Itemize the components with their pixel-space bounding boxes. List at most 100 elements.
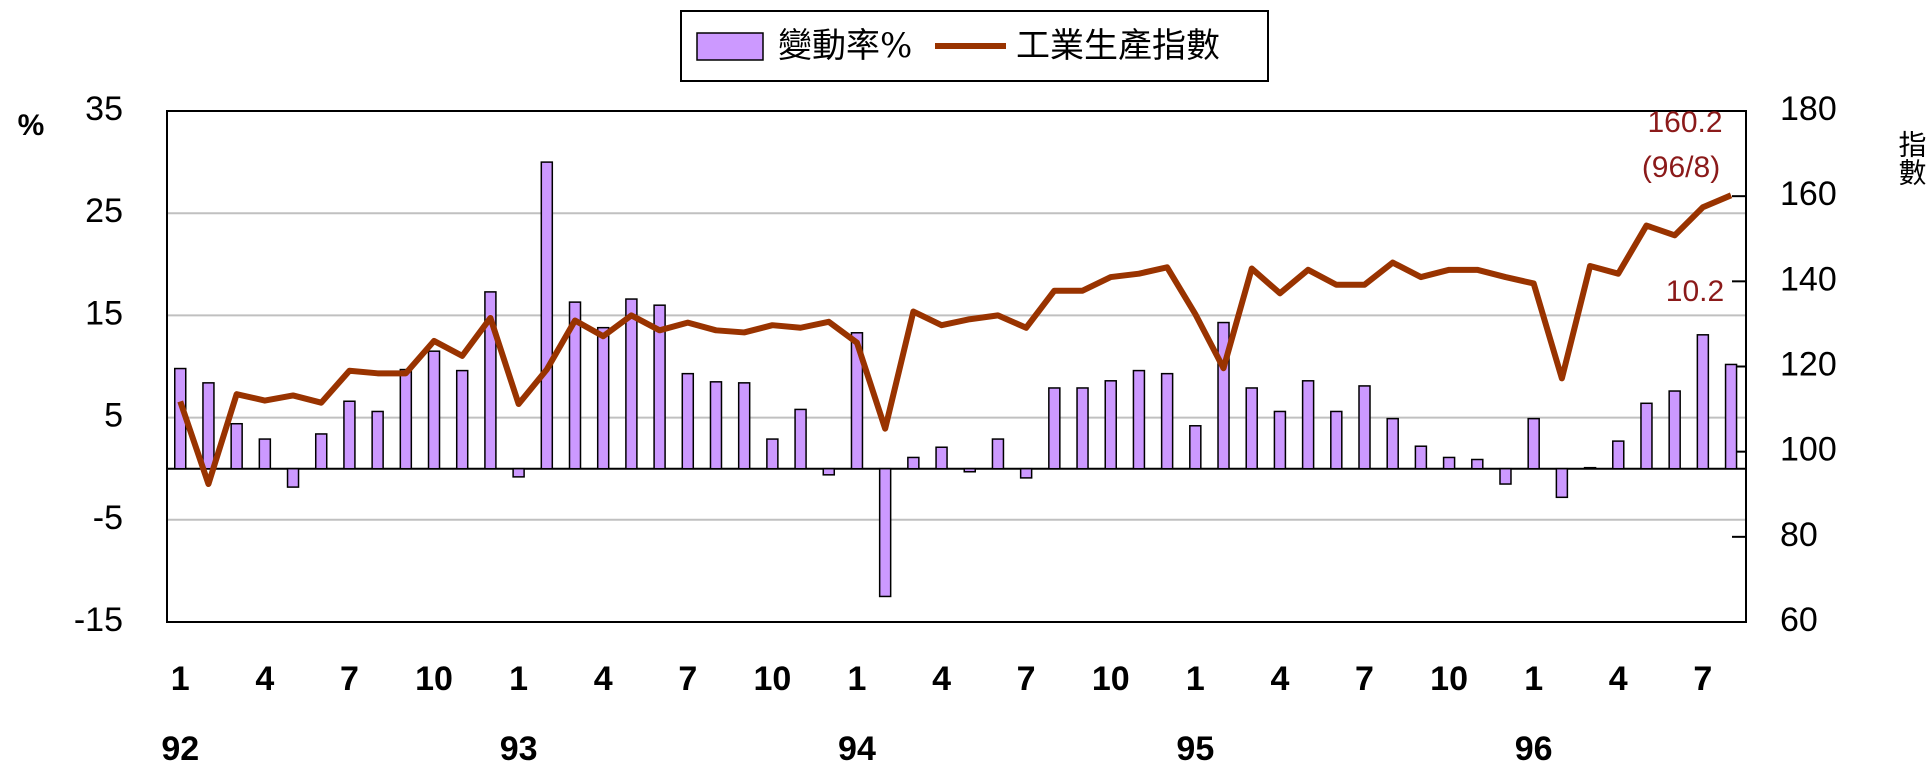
bar — [653, 304, 666, 470]
bar — [512, 467, 525, 478]
year-label: 92 — [161, 730, 199, 766]
line — [177, 192, 1733, 488]
bar — [455, 369, 469, 470]
legend-label: 變動率% — [778, 26, 912, 66]
bar — [1358, 385, 1371, 470]
y2-tick-label: 80 — [1780, 516, 1818, 554]
bar — [737, 382, 751, 470]
legend-label: 工業生產指數 — [1016, 26, 1220, 66]
year-label: 93 — [500, 730, 538, 766]
year-label: 96 — [1515, 730, 1553, 766]
bar — [794, 408, 807, 470]
x-tick-label: 7 — [678, 660, 697, 698]
x-tick-label: 7 — [1693, 660, 1712, 698]
x-tick-label: 1 — [171, 660, 190, 698]
x-tick-label: 4 — [255, 660, 274, 698]
x-tick-label: 1 — [848, 660, 867, 698]
bar — [1104, 380, 1117, 470]
y-tick-label: 25 — [85, 192, 123, 230]
bar — [1217, 321, 1230, 470]
bar — [230, 422, 243, 470]
bar — [202, 382, 215, 470]
bar — [427, 350, 441, 470]
x-tick-label: 4 — [932, 660, 951, 698]
bar — [343, 400, 356, 470]
plot-frame — [166, 110, 1747, 623]
bar — [1499, 467, 1512, 485]
bar — [850, 332, 864, 470]
bar — [1724, 363, 1738, 470]
x-tick-label: 7 — [1355, 660, 1374, 698]
y-tick-label: -15 — [74, 601, 123, 639]
bar — [681, 372, 695, 470]
x-tick-label: 1 — [1524, 660, 1543, 698]
annotation: (96/8) — [1642, 151, 1720, 184]
bar — [1471, 458, 1484, 470]
bar — [1668, 390, 1681, 470]
bar — [935, 446, 948, 470]
y-tick-label: 5 — [104, 397, 123, 435]
x-tick-label: 7 — [1017, 660, 1036, 698]
bar — [286, 467, 300, 488]
x-tick-label: 10 — [753, 660, 791, 698]
bar — [1048, 387, 1061, 470]
x-tick-label: 10 — [1092, 660, 1130, 698]
bar — [1640, 402, 1653, 470]
legend-swatch — [696, 32, 764, 61]
y2-tick-label: 120 — [1780, 345, 1837, 383]
bar — [568, 301, 582, 470]
bar — [1273, 410, 1287, 470]
bar — [1076, 387, 1089, 470]
y-tick-label: -5 — [93, 499, 123, 537]
bar — [766, 438, 779, 470]
y2-tick-label: 160 — [1780, 175, 1837, 213]
bar — [1189, 425, 1202, 470]
bar — [1696, 334, 1710, 470]
bar — [258, 438, 272, 470]
year-label: 95 — [1176, 730, 1214, 766]
bar — [1330, 410, 1343, 470]
bar — [1160, 372, 1174, 470]
bar — [1386, 417, 1399, 470]
x-tick-label: 10 — [1430, 660, 1468, 698]
bar — [1583, 466, 1597, 470]
y-axis-label: % — [18, 109, 45, 142]
bar — [625, 298, 638, 470]
x-tick-label: 4 — [1609, 660, 1628, 698]
y2-tick-label: 100 — [1780, 431, 1837, 469]
x-tick-label: 10 — [415, 660, 453, 698]
x-tick-label: 4 — [594, 660, 613, 698]
bar — [399, 368, 413, 470]
annotation: 160.2 — [1647, 106, 1722, 139]
bar — [822, 467, 836, 476]
y2-tick-label: 60 — [1780, 601, 1818, 639]
x-tick-label: 1 — [509, 660, 528, 698]
bar — [709, 381, 723, 470]
x-tick-label: 7 — [340, 660, 359, 698]
x-tick-label: 1 — [1186, 660, 1205, 698]
y2-axis-label: 指數 — [1896, 130, 1927, 186]
bar — [963, 467, 977, 473]
bar — [1527, 417, 1540, 470]
bar — [1414, 445, 1428, 470]
y2-tick-label: 180 — [1780, 90, 1837, 128]
bar — [540, 161, 554, 470]
bar — [1301, 380, 1315, 470]
bar — [484, 291, 497, 470]
bar — [1442, 456, 1456, 470]
y-tick-label: 15 — [85, 294, 123, 332]
bar — [907, 456, 920, 470]
bar — [1612, 440, 1625, 470]
bar — [1019, 467, 1033, 479]
bar — [314, 433, 328, 470]
bar — [1132, 369, 1146, 470]
bar — [991, 438, 1005, 470]
bar — [1245, 387, 1258, 470]
bar — [596, 326, 610, 470]
annotation: 10.2 — [1666, 275, 1724, 308]
x-tick-label: 4 — [1270, 660, 1289, 698]
bar — [878, 467, 892, 598]
y2-tick-label: 140 — [1780, 260, 1837, 298]
bar — [1555, 467, 1569, 499]
